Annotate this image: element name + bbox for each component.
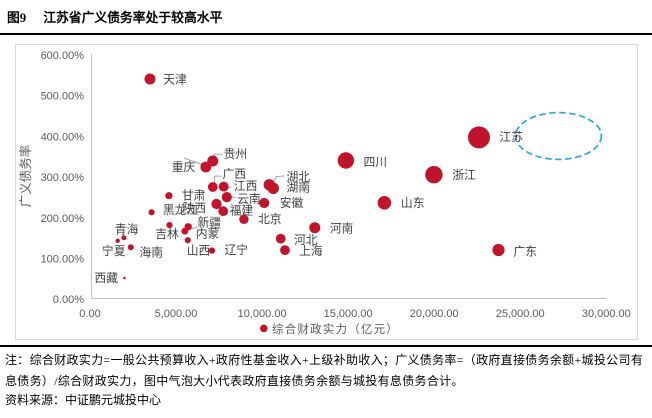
svg-text:600.00%: 600.00% [41, 50, 85, 62]
svg-text:10,000.00: 10,000.00 [238, 308, 287, 320]
svg-text:0.00: 0.00 [79, 308, 100, 320]
svg-text:15,000.00: 15,000.00 [324, 308, 373, 320]
svg-text:西藏: 西藏 [94, 271, 118, 285]
svg-text:300.00%: 300.00% [41, 172, 85, 184]
svg-text:20,000.00: 20,000.00 [410, 308, 459, 320]
svg-text:广西: 广西 [222, 167, 246, 181]
svg-text:500.00%: 500.00% [41, 91, 85, 103]
svg-text:上海: 上海 [299, 244, 323, 258]
svg-text:200.00%: 200.00% [41, 213, 85, 225]
svg-text:浙江: 浙江 [452, 168, 476, 182]
svg-text:山东: 山东 [401, 196, 425, 210]
svg-text:云南: 云南 [237, 192, 261, 206]
svg-text:5,000.00: 5,000.00 [155, 308, 198, 320]
svg-text:辽宁: 辽宁 [224, 243, 248, 257]
svg-text:宁夏: 宁夏 [102, 244, 126, 258]
svg-text:江苏: 江苏 [499, 130, 523, 144]
svg-text:0.00%: 0.00% [53, 294, 84, 306]
svg-text:湖北: 湖北 [286, 170, 310, 184]
svg-text:河北: 河北 [294, 233, 318, 247]
svg-text:400.00%: 400.00% [41, 131, 85, 143]
svg-text:25,000.00: 25,000.00 [496, 308, 545, 320]
svg-text:天津: 天津 [163, 72, 187, 86]
svg-text:青海: 青海 [115, 223, 139, 237]
svg-text:贵州: 贵州 [224, 147, 248, 161]
svg-text:甘肃: 甘肃 [182, 189, 206, 203]
svg-text:北京: 北京 [258, 212, 282, 226]
svg-text:100.00%: 100.00% [41, 254, 85, 266]
svg-text:吉林: 吉林 [155, 227, 179, 241]
svg-text:重庆: 重庆 [172, 160, 196, 174]
svg-text:内蒙: 内蒙 [196, 226, 220, 240]
svg-text:陕西: 陕西 [183, 201, 207, 215]
svg-text:江西: 江西 [234, 179, 258, 193]
svg-text:黑龙江: 黑龙江 [163, 203, 199, 217]
svg-text:福建: 福建 [230, 204, 254, 218]
svg-text:广东: 广东 [513, 245, 537, 259]
svg-text:广义债务率: 广义债务率 [18, 145, 33, 208]
svg-text:湖南: 湖南 [286, 181, 310, 195]
svg-text:综合财政实力（亿元）: 综合财政实力（亿元） [272, 322, 399, 336]
svg-text:河南: 河南 [330, 221, 354, 235]
svg-text:新疆: 新疆 [197, 216, 221, 230]
svg-text:山西: 山西 [187, 244, 211, 258]
svg-text:安徽: 安徽 [280, 196, 304, 210]
svg-text:四川: 四川 [363, 155, 387, 169]
svg-text:海南: 海南 [139, 246, 163, 260]
svg-text:30,000.00: 30,000.00 [582, 308, 631, 320]
